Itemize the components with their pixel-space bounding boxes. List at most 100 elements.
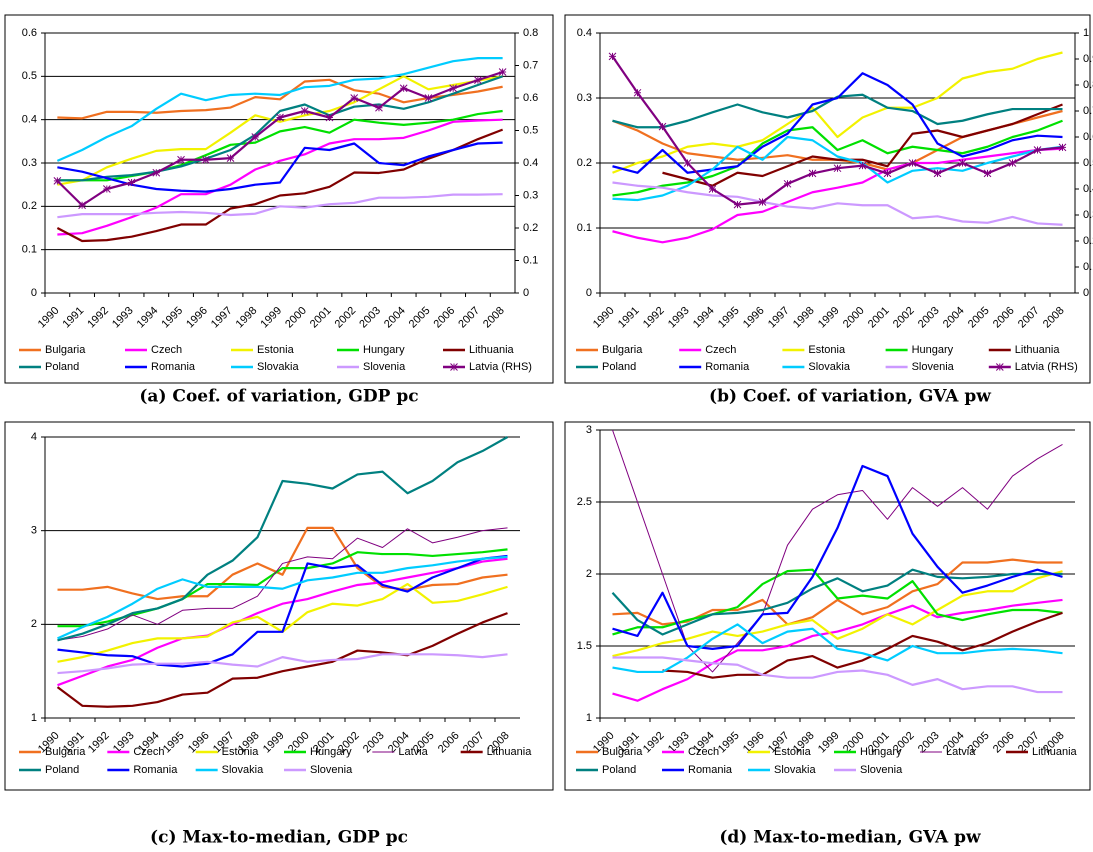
- marker: [808, 169, 817, 178]
- y2-tick-label: 0.4: [1083, 183, 1093, 195]
- legend-label: Romania: [688, 764, 733, 776]
- legend-label: Slovakia: [222, 764, 264, 776]
- series-line: [57, 557, 508, 687]
- y-tick-label: 0.5: [22, 70, 37, 82]
- y2-tick-label: 0.8: [1083, 79, 1093, 91]
- y-tick-label: 0.1: [22, 244, 37, 256]
- y-tick-label: 1: [586, 712, 592, 724]
- legend-label: Lithuania: [487, 746, 533, 758]
- series-line: [56, 128, 504, 243]
- y-tick-label: 0.3: [577, 92, 592, 104]
- marker: [1033, 146, 1042, 154]
- y2-tick-label: 0.3: [1083, 209, 1093, 221]
- y-tick-label: 0.4: [577, 27, 592, 39]
- marker: [983, 169, 992, 178]
- marker: [152, 168, 161, 177]
- legend-label: Romania: [705, 361, 750, 373]
- series-line: [57, 653, 508, 675]
- marker: [758, 198, 767, 206]
- legend-label: Poland: [45, 361, 79, 373]
- marker: [858, 161, 867, 170]
- legend-label: Slovakia: [774, 764, 816, 776]
- legend-label: Czech: [133, 746, 164, 758]
- series-line: [612, 181, 1063, 226]
- legend-label: Bulgaria: [602, 344, 643, 356]
- legend-label: Hungary: [860, 746, 902, 758]
- panel: 0 0.1 0.2 0.3 0.4 0 0.1 0.2 0.3 0.4 0.5 0.6 0.7 0.8 0.…: [564, 14, 1093, 384]
- legend-label: Latvia: [398, 746, 428, 758]
- series-line: [612, 119, 1063, 197]
- chart-title: (b) Coef. of variation, GVA pw: [709, 387, 991, 407]
- y2-tick-label: 0.7: [523, 59, 538, 71]
- marker: [498, 68, 507, 76]
- marker: [375, 103, 383, 112]
- marker: [883, 169, 892, 178]
- y2-tick-label: 0.2: [523, 222, 538, 234]
- legend-label: Slovakia: [808, 361, 850, 373]
- legend-label: Latvia (RHS): [469, 361, 532, 373]
- series-line: [612, 623, 1063, 674]
- series-line: [57, 118, 503, 236]
- series-line: [612, 568, 1063, 636]
- marker: [102, 185, 111, 193]
- legend-label: Slovenia: [363, 361, 406, 373]
- series-line: [662, 103, 1063, 187]
- marker: [226, 154, 235, 162]
- legend-label: Czech: [688, 746, 719, 758]
- legend-label: Lithuania: [469, 344, 515, 356]
- y2-tick-label: 0.4: [523, 157, 538, 169]
- legend-label: Poland: [45, 764, 79, 776]
- series-line: [57, 527, 508, 641]
- marker: [474, 76, 482, 84]
- y-tick-label: 0.1: [577, 222, 592, 234]
- chart-title: (a) Coef. of variation, GDP pc: [139, 387, 418, 407]
- legend-label: Lithuania: [1015, 344, 1061, 356]
- marker: [683, 159, 692, 167]
- panel: 0 0.1 0.2 0.3 0.4 0.5 0.6 0 0.1 0.2 0.3 0.4 0.5 0.6 0.…: [4, 14, 554, 384]
- series-line: [612, 72, 1063, 174]
- series-line: [57, 554, 508, 668]
- y-tick-label: 2: [31, 618, 37, 630]
- marker: [350, 94, 359, 102]
- chart-title: (c) Max-to-median, GDP pc: [150, 828, 408, 848]
- series-line: [612, 570, 1063, 658]
- marker: [251, 133, 260, 141]
- legend-label: Slovakia: [257, 361, 299, 373]
- marker: [325, 113, 334, 122]
- y2-tick-label: 0: [1083, 287, 1089, 299]
- series-line: [56, 612, 508, 708]
- chart-title: (d) Max-to-median, GVA pw: [719, 828, 981, 848]
- y2-tick-label: 0.6: [1083, 131, 1093, 143]
- y-tick-label: 0.6: [22, 27, 37, 39]
- y-tick-label: 2: [586, 568, 592, 580]
- y2-tick-label: 0.9: [1083, 53, 1093, 65]
- marker: [450, 363, 458, 371]
- series-line: [56, 57, 503, 162]
- legend-label: Estonia: [257, 344, 295, 356]
- series-line: [662, 611, 1063, 679]
- legend-label: Czech: [705, 344, 736, 356]
- y2-tick-label: 0.6: [523, 92, 538, 104]
- marker: [708, 185, 717, 193]
- legend-label: Estonia: [222, 746, 260, 758]
- y2-tick-label: 0.8: [523, 27, 538, 39]
- legend-label: Estonia: [808, 344, 846, 356]
- legend-label: Czech: [151, 344, 182, 356]
- y-tick-label: 3: [586, 424, 592, 436]
- series-line: [611, 568, 1063, 636]
- y-tick-label: 2.5: [577, 496, 592, 508]
- panel-frame: [4, 14, 554, 384]
- legend-label: Poland: [602, 764, 636, 776]
- marker: [608, 52, 617, 61]
- y-tick-label: 0.4: [22, 114, 37, 126]
- y2-tick-label: 0.5: [523, 124, 538, 136]
- marker: [127, 178, 136, 187]
- y-tick-label: 0: [31, 287, 37, 299]
- marker: [833, 164, 842, 173]
- series-line: [57, 526, 508, 601]
- marker: [1008, 159, 1017, 167]
- y-tick-label: 1: [31, 712, 37, 724]
- marker: [658, 122, 667, 131]
